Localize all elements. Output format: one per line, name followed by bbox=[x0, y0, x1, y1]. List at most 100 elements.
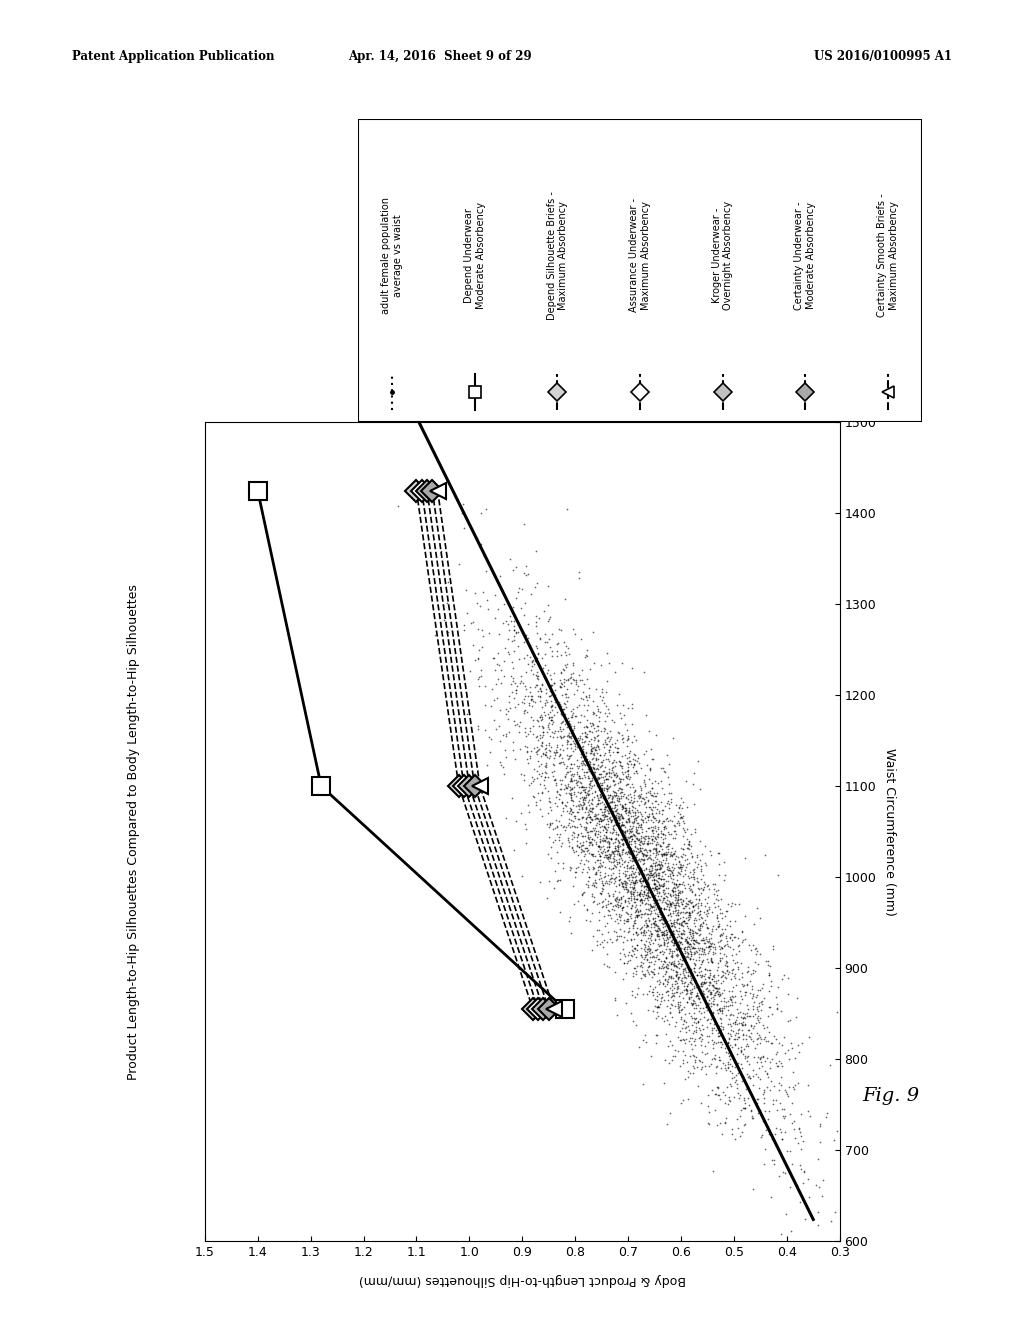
Point bbox=[693, 1031, 710, 1052]
Point bbox=[540, 714, 556, 735]
Point bbox=[603, 758, 620, 779]
Text: Assurance Underwear -
Maximum Absorbency: Assurance Underwear - Maximum Absorbency bbox=[629, 198, 651, 313]
Point bbox=[718, 925, 734, 946]
Point bbox=[559, 638, 575, 659]
Point bbox=[584, 833, 600, 854]
Point bbox=[599, 734, 615, 755]
Point bbox=[685, 858, 701, 879]
Point bbox=[586, 652, 602, 673]
Point bbox=[594, 804, 610, 825]
Point bbox=[534, 697, 550, 718]
Point bbox=[631, 863, 647, 884]
Point bbox=[712, 903, 728, 924]
Point bbox=[465, 635, 481, 656]
Point bbox=[668, 854, 684, 875]
Point bbox=[477, 676, 494, 697]
Point bbox=[655, 861, 672, 882]
Point bbox=[616, 874, 633, 895]
Point bbox=[699, 875, 716, 896]
Point bbox=[584, 834, 600, 855]
Point bbox=[590, 859, 606, 880]
Point bbox=[638, 1031, 654, 1052]
Point bbox=[689, 965, 706, 986]
Point bbox=[646, 946, 663, 968]
Point bbox=[663, 913, 679, 935]
Point bbox=[609, 789, 626, 810]
Point bbox=[675, 911, 691, 932]
Point bbox=[658, 845, 675, 866]
Point bbox=[646, 913, 663, 935]
Point bbox=[606, 869, 623, 890]
Point bbox=[671, 895, 687, 916]
Point bbox=[559, 748, 575, 770]
Point bbox=[607, 840, 624, 861]
Point bbox=[584, 793, 600, 814]
Point bbox=[558, 644, 574, 665]
Point bbox=[624, 842, 640, 863]
Point bbox=[629, 906, 645, 927]
Point bbox=[632, 917, 648, 939]
Point bbox=[543, 668, 559, 689]
Point bbox=[600, 813, 616, 834]
Point bbox=[526, 692, 543, 713]
Point bbox=[625, 915, 641, 936]
Point bbox=[712, 985, 728, 1006]
Point bbox=[626, 944, 642, 965]
Point bbox=[570, 727, 587, 748]
Point bbox=[676, 923, 692, 944]
Point bbox=[679, 797, 695, 818]
Point bbox=[469, 593, 485, 614]
Point bbox=[677, 845, 693, 866]
Point bbox=[586, 702, 602, 723]
Point bbox=[613, 840, 630, 861]
Point bbox=[574, 776, 591, 797]
Point bbox=[649, 817, 666, 838]
Point bbox=[705, 937, 721, 958]
Point bbox=[652, 907, 669, 928]
Point bbox=[748, 1064, 764, 1085]
Point bbox=[702, 987, 719, 1008]
Point bbox=[597, 888, 613, 909]
Point bbox=[626, 810, 642, 832]
Point bbox=[594, 689, 610, 710]
Point bbox=[710, 981, 726, 1002]
Point bbox=[710, 964, 726, 985]
Point bbox=[721, 979, 737, 1001]
Point bbox=[575, 717, 592, 738]
Point bbox=[501, 619, 517, 640]
Point bbox=[684, 965, 700, 986]
Point bbox=[693, 892, 710, 913]
Point bbox=[678, 916, 694, 937]
Point bbox=[759, 1016, 775, 1038]
Point bbox=[552, 717, 568, 738]
Point bbox=[702, 960, 719, 981]
Point bbox=[591, 739, 607, 760]
Point bbox=[693, 975, 710, 997]
Point bbox=[648, 1024, 665, 1045]
Point bbox=[614, 781, 631, 803]
Point bbox=[719, 900, 735, 921]
Point bbox=[628, 907, 644, 928]
Point bbox=[543, 847, 559, 869]
Point bbox=[790, 1072, 806, 1093]
Point bbox=[693, 960, 710, 981]
Point bbox=[680, 1015, 696, 1036]
Point bbox=[634, 916, 650, 937]
Point bbox=[680, 1060, 696, 1081]
Point bbox=[639, 754, 655, 775]
Point bbox=[675, 923, 691, 944]
Point bbox=[751, 1010, 767, 1031]
Point bbox=[607, 661, 624, 682]
Point bbox=[624, 890, 640, 911]
Point bbox=[659, 821, 676, 842]
Point bbox=[599, 932, 615, 953]
Point bbox=[653, 987, 670, 1008]
Point bbox=[592, 857, 608, 878]
Point bbox=[622, 828, 638, 849]
Point bbox=[684, 1038, 700, 1059]
Point bbox=[507, 680, 523, 701]
Point bbox=[675, 890, 691, 911]
Point bbox=[564, 791, 581, 812]
Point bbox=[641, 804, 657, 825]
Point bbox=[700, 993, 717, 1014]
